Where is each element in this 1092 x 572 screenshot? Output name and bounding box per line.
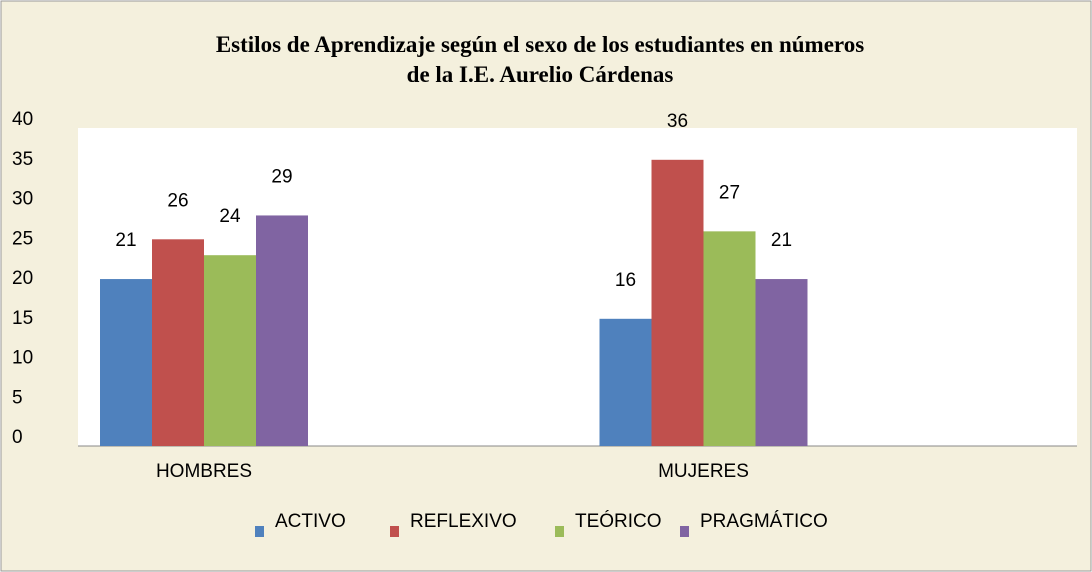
- bar: [152, 239, 204, 446]
- x-tick-label: MUJERES: [658, 461, 749, 482]
- legend-label: TEÓRICO: [575, 510, 662, 532]
- legend-label: ACTIVO: [275, 511, 346, 532]
- chart-title: Estilos de Aprendizaje según el sexo de …: [216, 32, 864, 87]
- y-tick-label: 40: [12, 109, 33, 130]
- legend-swatch: [255, 526, 264, 537]
- bar: [599, 318, 652, 446]
- y-tick-label: 5: [12, 387, 23, 408]
- bar: [256, 215, 308, 446]
- data-label: 27: [719, 182, 740, 203]
- legend-swatch: [555, 526, 564, 537]
- y-tick-label: 35: [12, 149, 33, 170]
- data-label: 26: [167, 190, 188, 211]
- bar: [755, 279, 808, 446]
- legend-swatch: [390, 526, 399, 537]
- data-label: 16: [615, 270, 636, 291]
- y-tick-label: 15: [12, 308, 33, 329]
- data-label: 24: [219, 206, 241, 227]
- y-tick-label: 0: [12, 427, 23, 448]
- y-tick-label: 10: [12, 348, 33, 369]
- bar: [100, 279, 152, 446]
- data-label: 21: [771, 230, 792, 251]
- legend-label: REFLEXIVO: [410, 511, 517, 532]
- y-tick-label: 20: [12, 268, 33, 289]
- data-label: 36: [667, 111, 688, 132]
- y-tick-label: 30: [12, 189, 33, 210]
- y-tick-label: 25: [12, 228, 33, 249]
- bar: [703, 231, 756, 446]
- bar: [204, 255, 256, 446]
- bar: [651, 159, 704, 447]
- data-label: 29: [271, 166, 292, 187]
- legend-label: PRAGMÁTICO: [700, 511, 828, 532]
- legend-swatch: [680, 526, 689, 537]
- data-label: 21: [115, 230, 136, 251]
- x-tick-label: HOMBRES: [156, 461, 252, 482]
